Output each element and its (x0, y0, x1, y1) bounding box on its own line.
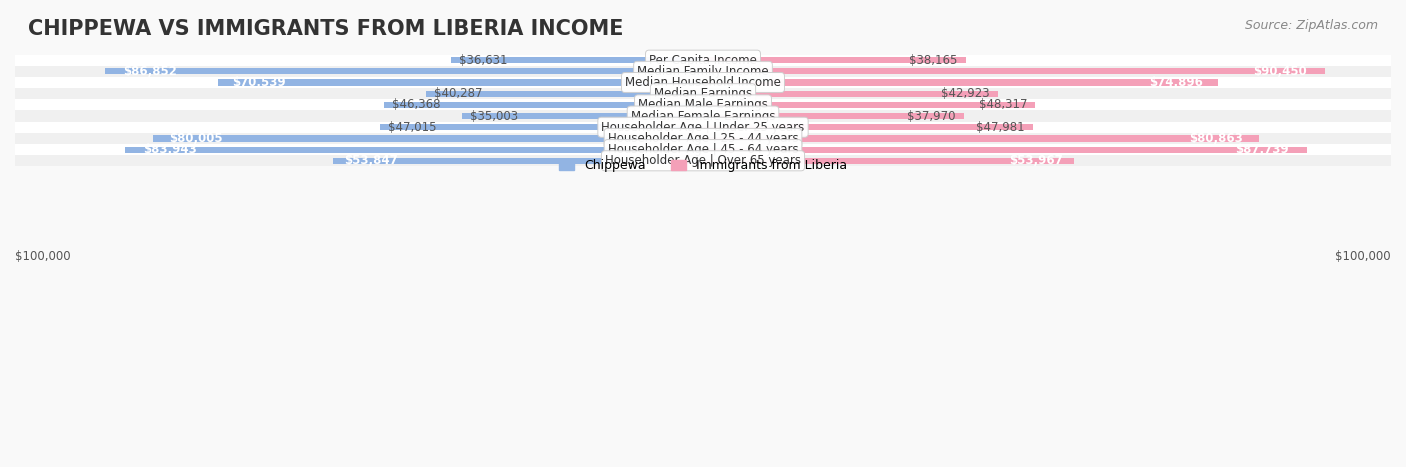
Bar (15, 122, 1391, 133)
Text: Median Household Income: Median Household Income (626, 76, 780, 89)
Bar (451, 57, 703, 63)
Text: $100,000: $100,000 (15, 250, 70, 263)
Bar (125, 147, 703, 153)
Bar (15, 133, 1391, 144)
Bar (15, 99, 1391, 111)
Bar (703, 68, 1326, 74)
Text: $37,970: $37,970 (907, 110, 956, 122)
Text: $47,981: $47,981 (976, 121, 1025, 134)
Text: $83,943: $83,943 (143, 143, 197, 156)
Bar (380, 124, 703, 130)
Text: $53,967: $53,967 (1010, 154, 1063, 167)
Bar (218, 79, 703, 85)
Bar (703, 91, 998, 97)
Text: $40,287: $40,287 (434, 87, 482, 100)
Bar (703, 158, 1074, 164)
Bar (463, 113, 703, 119)
Text: $70,539: $70,539 (232, 76, 285, 89)
Bar (703, 135, 1260, 142)
Bar (15, 66, 1391, 77)
Bar (15, 77, 1391, 88)
Bar (15, 111, 1391, 122)
Text: Median Earnings: Median Earnings (654, 87, 752, 100)
Text: $48,317: $48,317 (979, 99, 1028, 112)
Bar (703, 147, 1306, 153)
Text: $42,923: $42,923 (942, 87, 990, 100)
Text: Source: ZipAtlas.com: Source: ZipAtlas.com (1244, 19, 1378, 32)
Text: $74,896: $74,896 (1149, 76, 1202, 89)
Text: $100,000: $100,000 (1336, 250, 1391, 263)
Bar (15, 155, 1391, 166)
Bar (703, 124, 1033, 130)
Bar (15, 88, 1391, 99)
Text: $46,368: $46,368 (392, 99, 440, 112)
Text: Median Male Earnings: Median Male Earnings (638, 99, 768, 112)
Text: $80,863: $80,863 (1189, 132, 1243, 145)
Text: Median Family Income: Median Family Income (637, 65, 769, 78)
Bar (384, 102, 703, 108)
Legend: Chippewa, Immigrants from Liberia: Chippewa, Immigrants from Liberia (554, 155, 852, 177)
Text: $36,631: $36,631 (460, 54, 508, 67)
Bar (15, 144, 1391, 155)
Text: $86,852: $86,852 (124, 65, 177, 78)
Bar (105, 68, 703, 74)
Text: CHIPPEWA VS IMMIGRANTS FROM LIBERIA INCOME: CHIPPEWA VS IMMIGRANTS FROM LIBERIA INCO… (28, 19, 624, 39)
Bar (15, 55, 1391, 66)
Bar (153, 135, 703, 142)
Text: Householder Age | 25 - 44 years: Householder Age | 25 - 44 years (607, 132, 799, 145)
Text: $80,005: $80,005 (169, 132, 222, 145)
Text: $87,739: $87,739 (1234, 143, 1288, 156)
Text: $47,015: $47,015 (388, 121, 436, 134)
Bar (333, 158, 703, 164)
Text: Householder Age | 45 - 64 years: Householder Age | 45 - 64 years (607, 143, 799, 156)
Bar (426, 91, 703, 97)
Text: Median Female Earnings: Median Female Earnings (631, 110, 775, 122)
Text: $35,003: $35,003 (471, 110, 519, 122)
Bar (703, 57, 966, 63)
Text: Householder Age | Under 25 years: Householder Age | Under 25 years (602, 121, 804, 134)
Text: $90,450: $90,450 (1253, 65, 1306, 78)
Text: Householder Age | Over 65 years: Householder Age | Over 65 years (605, 154, 801, 167)
Bar (703, 102, 1035, 108)
Text: Per Capita Income: Per Capita Income (650, 54, 756, 67)
Bar (703, 79, 1218, 85)
Text: $38,165: $38,165 (908, 54, 957, 67)
Text: $53,847: $53,847 (343, 154, 398, 167)
Bar (703, 113, 965, 119)
